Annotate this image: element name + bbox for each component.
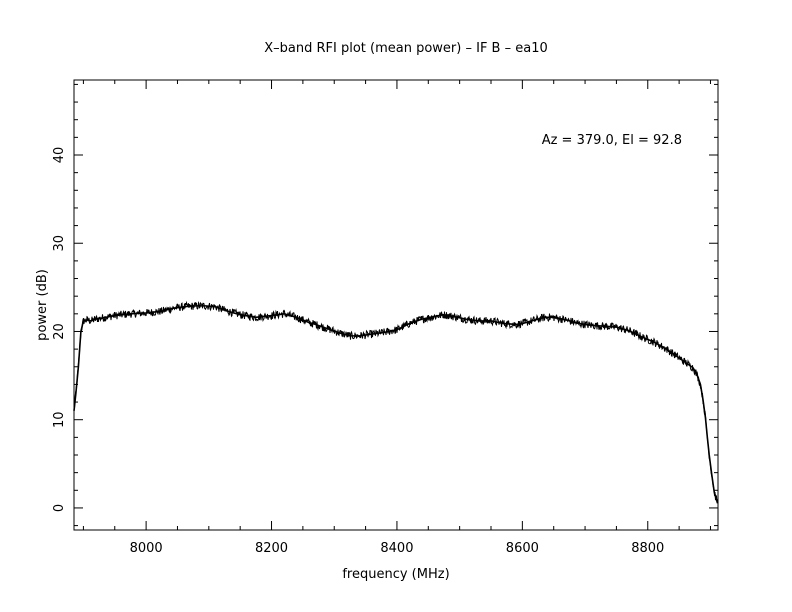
x-tick-label: 8200 <box>255 541 288 556</box>
y-tick-label: 30 <box>52 235 67 252</box>
power-series-noise <box>73 300 719 505</box>
y-tick-label: 10 <box>52 411 67 428</box>
az-el-annotation: Az = 379.0, El = 92.8 <box>542 133 682 148</box>
y-tick-label: 0 <box>52 504 67 512</box>
y-axis-label: power (dB) <box>35 269 50 341</box>
x-tick-label: 8800 <box>631 541 664 556</box>
y-tick-label: 40 <box>52 147 67 164</box>
x-axis-label: frequency (MHz) <box>342 567 449 582</box>
x-axis: 8000 8200 8400 8600 8800 <box>82 80 711 556</box>
x-tick-label: 8400 <box>380 541 413 556</box>
y-tick-label: 20 <box>52 323 67 340</box>
power-series-line <box>73 305 719 504</box>
x-tick-label: 8600 <box>506 541 539 556</box>
chart-title: X–band RFI plot (mean power) – IF B – ea… <box>264 41 548 56</box>
x-tick-label: 8000 <box>130 541 163 556</box>
plot-frame <box>73 79 719 531</box>
y-axis: 0 10 20 30 40 <box>52 83 718 527</box>
